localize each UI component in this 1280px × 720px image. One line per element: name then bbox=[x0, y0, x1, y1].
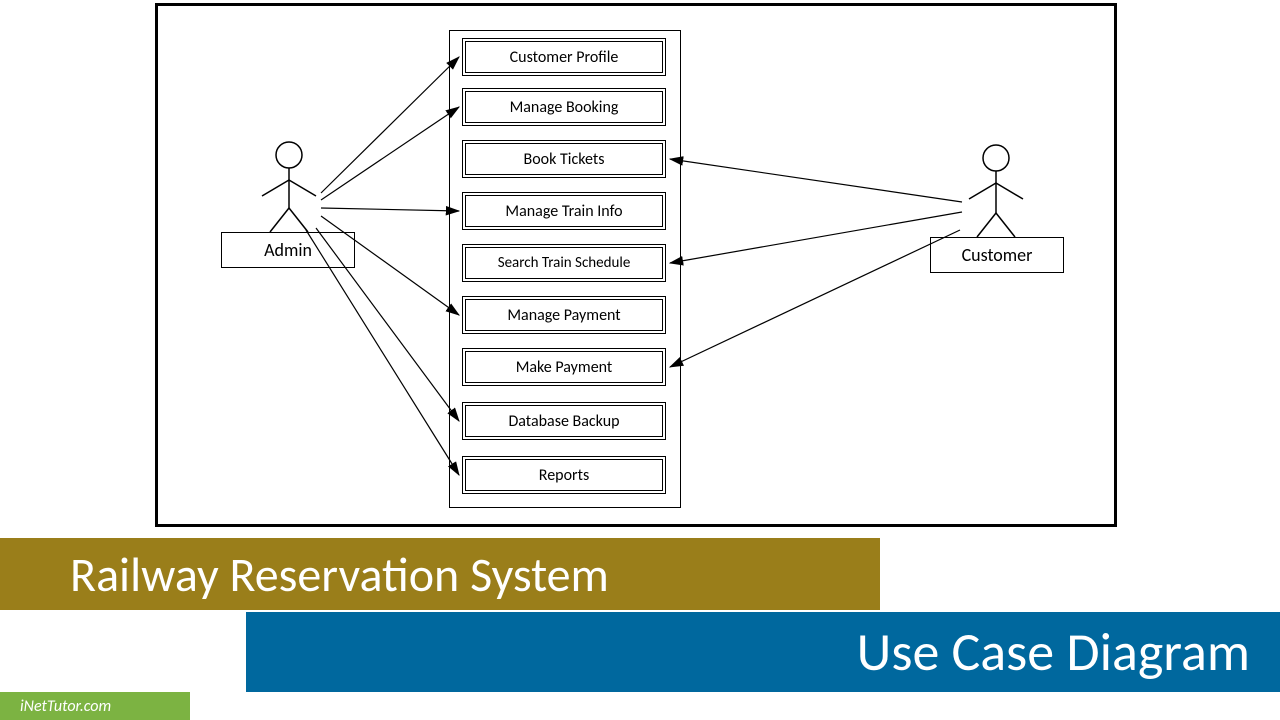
title-text-1: Railway Reservation System bbox=[70, 545, 609, 604]
usecase-label: Search Train Schedule bbox=[498, 254, 631, 272]
usecase-manage-payment: Manage Payment bbox=[462, 296, 666, 334]
usecase-make-payment: Make Payment bbox=[462, 348, 666, 386]
usecase-book-tickets: Book Tickets bbox=[462, 140, 666, 178]
title-banner-2: Use Case Diagram bbox=[246, 612, 1280, 692]
usecase-label: Make Payment bbox=[516, 358, 613, 377]
usecase-label: Database Backup bbox=[508, 412, 619, 431]
footer-text: iNetTutor.com bbox=[20, 697, 111, 716]
usecase-search-train-schedule: Search Train Schedule bbox=[462, 244, 666, 282]
usecase-label: Manage Booking bbox=[510, 98, 619, 117]
usecase-label: Manage Train Info bbox=[505, 202, 622, 221]
usecase-database-backup: Database Backup bbox=[462, 402, 666, 440]
usecase-label: Book Tickets bbox=[524, 150, 605, 169]
usecase-manage-train-info: Manage Train Info bbox=[462, 192, 666, 230]
footer-banner: iNetTutor.com bbox=[0, 692, 190, 720]
actor-label-text: Customer bbox=[962, 244, 1033, 266]
usecase-label: Manage Payment bbox=[507, 306, 620, 325]
actor-customer-label: Customer bbox=[930, 237, 1064, 273]
usecase-manage-booking: Manage Booking bbox=[462, 88, 666, 126]
title-banner-1: Railway Reservation System bbox=[0, 538, 880, 610]
actor-admin-label: Admin bbox=[221, 232, 355, 268]
usecase-label: Reports bbox=[539, 466, 589, 485]
actor-label-text: Admin bbox=[264, 239, 312, 261]
title-text-2: Use Case Diagram bbox=[857, 619, 1250, 685]
usecase-customer-profile: Customer Profile bbox=[462, 38, 666, 76]
usecase-label: Customer Profile bbox=[510, 48, 619, 67]
usecase-reports: Reports bbox=[462, 456, 666, 494]
